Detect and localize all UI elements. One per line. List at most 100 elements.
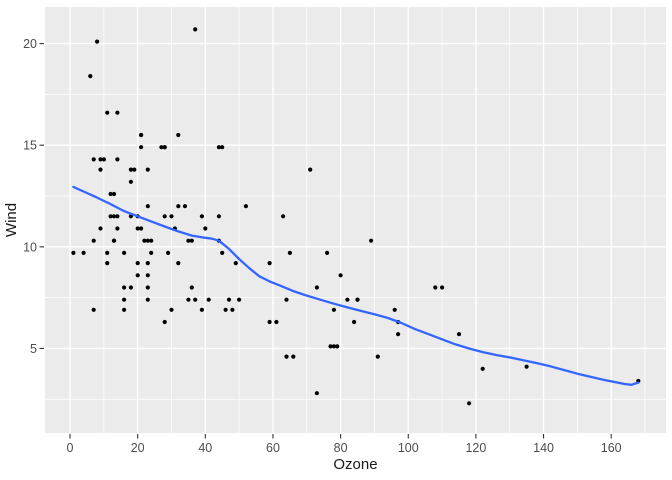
x-axis-ticks: 0 20 40 60 80 100 120 140 160 (67, 434, 622, 455)
data-point (91, 238, 96, 243)
data-point (128, 167, 133, 172)
data-point (331, 307, 336, 312)
data-point (396, 332, 401, 337)
x-tick-label: 140 (533, 441, 554, 455)
data-point (145, 167, 150, 172)
data-point (433, 285, 438, 290)
data-point (186, 297, 191, 302)
data-point (216, 145, 221, 150)
data-point (284, 354, 289, 359)
smooth-line-path (72, 185, 640, 386)
data-point (220, 250, 225, 255)
x-tick-label: 60 (266, 441, 280, 455)
x-tick-label: 100 (398, 441, 419, 455)
data-point (162, 214, 167, 219)
data-point (524, 364, 529, 369)
data-point (480, 366, 485, 371)
data-point (115, 157, 120, 162)
data-point (111, 191, 117, 197)
x-tick-label: 20 (131, 441, 145, 455)
data-point (375, 354, 380, 359)
x-tick-label: 120 (465, 441, 486, 455)
data-point (176, 261, 181, 266)
data-point (91, 157, 96, 162)
data-point (139, 145, 144, 150)
y-tick-label: 5 (30, 342, 37, 356)
gridlines-minor (45, 7, 666, 433)
data-point (105, 110, 110, 115)
data-point (166, 250, 171, 255)
data-point (98, 226, 103, 231)
data-point (328, 344, 333, 349)
data-point (237, 297, 242, 302)
data-point (128, 285, 133, 290)
data-point (467, 401, 472, 406)
data-point (186, 238, 191, 243)
data-point (105, 261, 110, 266)
y-axis-title: Wind (3, 203, 20, 237)
data-point (169, 214, 174, 219)
x-tick-label: 0 (67, 441, 74, 455)
data-point (115, 214, 120, 219)
x-tick-label: 80 (334, 441, 348, 455)
data-point (88, 74, 93, 79)
data-point (139, 132, 144, 138)
data-point (230, 307, 235, 312)
data-point (335, 344, 340, 349)
data-point (216, 214, 221, 219)
data-point (145, 238, 150, 243)
x-tick-label: 40 (198, 441, 212, 455)
data-point (189, 238, 194, 243)
data-point (122, 250, 127, 255)
data-point (135, 273, 140, 278)
data-point (142, 238, 147, 243)
data-point (182, 204, 188, 209)
data-point (149, 238, 154, 243)
data-point (193, 27, 198, 32)
data-point (345, 297, 350, 302)
data-point (145, 261, 150, 266)
data-point (111, 214, 117, 219)
data-point (122, 297, 127, 302)
loess-smooth-line (72, 185, 640, 386)
data-point (243, 204, 248, 209)
data-point (291, 354, 296, 359)
data-point (105, 250, 110, 255)
data-point (169, 307, 174, 312)
data-point (145, 285, 150, 290)
data-point (206, 297, 211, 302)
data-point (203, 226, 208, 231)
data-point (162, 145, 167, 150)
data-point (139, 226, 144, 231)
data-point (115, 110, 120, 115)
data-point (122, 285, 127, 290)
data-point (145, 273, 150, 278)
data-point (223, 307, 228, 312)
data-point (440, 285, 445, 290)
data-point (108, 191, 113, 197)
data-point (145, 204, 150, 209)
data-point (95, 39, 100, 44)
data-point (226, 297, 232, 302)
data-point (189, 285, 194, 290)
data-point (456, 332, 462, 337)
data-point (314, 391, 319, 396)
data-point (81, 250, 86, 255)
data-point (338, 273, 343, 278)
data-point (369, 238, 374, 243)
data-point (132, 167, 137, 172)
data-point (314, 285, 319, 290)
data-point (199, 307, 204, 312)
data-point (149, 250, 154, 255)
data-point (108, 214, 113, 219)
data-point (199, 214, 204, 219)
data-point (267, 261, 272, 266)
data-point (193, 297, 198, 302)
data-point (135, 226, 140, 231)
data-point (308, 167, 313, 172)
x-tick-label: 160 (601, 441, 622, 455)
data-point (267, 319, 272, 325)
data-point (331, 344, 336, 349)
